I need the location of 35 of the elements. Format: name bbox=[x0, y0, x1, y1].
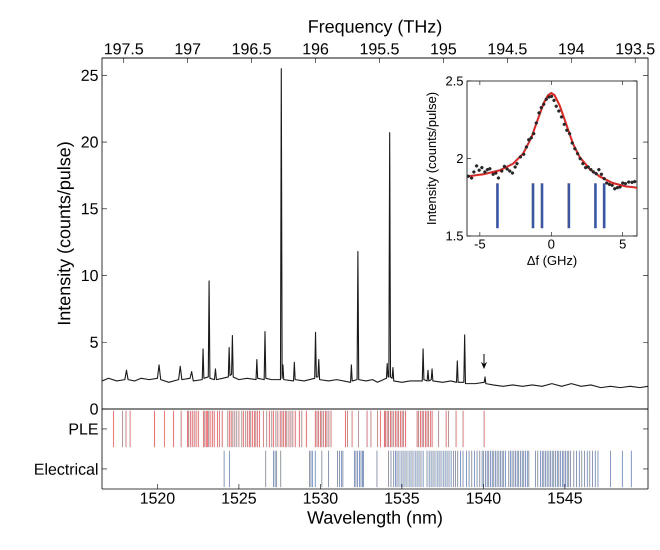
y-tick-label: 25 bbox=[82, 70, 98, 81]
x-tick-label: 1535 bbox=[385, 492, 419, 504]
x2-tick-label: 196.5 bbox=[232, 43, 271, 54]
x2-tick-label: 193.5 bbox=[616, 43, 654, 54]
x-tick-label: 1530 bbox=[304, 492, 338, 504]
x2-axis-title: Frequency (THz) bbox=[309, 20, 442, 36]
x2-tick-label: 197.5 bbox=[105, 43, 143, 54]
x-tick-label: 1545 bbox=[548, 492, 582, 504]
line-series bbox=[102, 68, 648, 388]
x2-tick-label: 196 bbox=[303, 43, 328, 54]
x2-tick-label: 195 bbox=[431, 43, 456, 54]
x-axis-title: Wavelength (nm) bbox=[307, 510, 442, 528]
y-tick-label: 20 bbox=[82, 136, 98, 148]
y-axis-title: Electrical bbox=[35, 463, 98, 475]
y-tick-label: 15 bbox=[82, 203, 98, 214]
y-axis-title: Intensity (counts/pulse) bbox=[57, 142, 74, 324]
y-tick-label: 0 bbox=[90, 403, 98, 415]
x-tick-label: 1525 bbox=[222, 492, 256, 504]
x2-tick-label: 197 bbox=[176, 43, 200, 54]
x-tick-label: 0 bbox=[548, 240, 554, 249]
y-tick-label: 10 bbox=[82, 270, 98, 282]
x2-tick-label: 195.5 bbox=[360, 43, 399, 54]
x-tick-label: -5 bbox=[474, 240, 486, 249]
y-tick-label: 5 bbox=[90, 336, 98, 348]
x-tick-label: 1540 bbox=[466, 492, 500, 504]
y-tick-label: 2.5 bbox=[446, 76, 463, 86]
x-axis-title: Δf (GHz) bbox=[527, 256, 576, 268]
x2-tick-label: 194 bbox=[559, 43, 584, 54]
y-tick-label: 1.5 bbox=[446, 231, 463, 240]
x-tick-label: 1520 bbox=[140, 492, 175, 504]
y-axis-title: PLE bbox=[70, 424, 98, 434]
y-tick-label: 2 bbox=[456, 154, 463, 164]
x-tick-label: 5 bbox=[620, 240, 626, 249]
y-axis-title: Intensity (counts/pulse) bbox=[426, 92, 439, 224]
x2-tick-label: 194.5 bbox=[488, 43, 527, 54]
